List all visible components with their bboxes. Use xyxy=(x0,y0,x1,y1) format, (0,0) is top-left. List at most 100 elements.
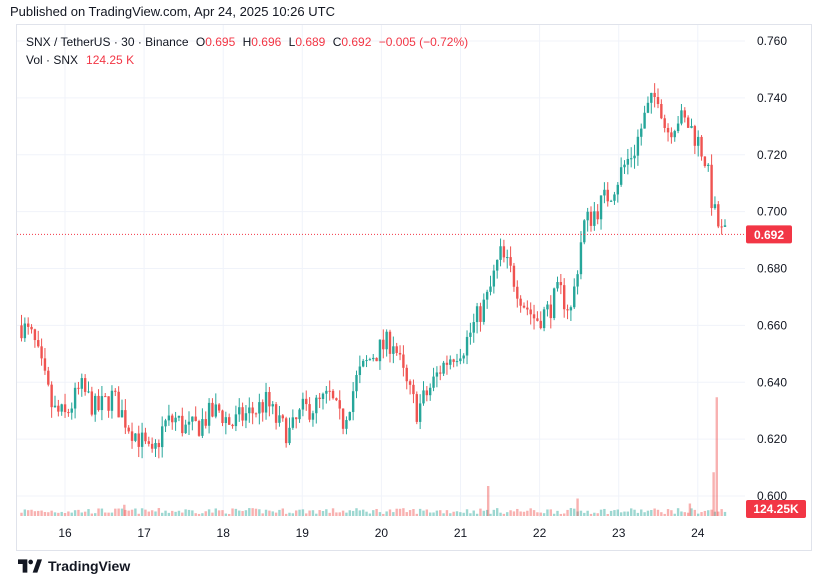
candle-body xyxy=(110,390,114,411)
volume-bar xyxy=(378,512,382,516)
candle-body xyxy=(646,102,650,113)
candle-body xyxy=(358,366,362,376)
candle-body xyxy=(576,274,579,287)
tradingview-brand[interactable]: TradingView xyxy=(48,558,131,574)
volume-bar xyxy=(140,508,144,516)
candle-body xyxy=(673,131,676,138)
volume-bar xyxy=(164,510,167,516)
volume-bar xyxy=(181,512,184,516)
volume-bar xyxy=(60,511,63,516)
high-label: H xyxy=(242,35,252,49)
volume-bar xyxy=(40,510,43,516)
volume-bar xyxy=(593,512,596,516)
candle-body xyxy=(596,211,599,220)
change-value: −0.005 (−0.72%) xyxy=(378,35,469,49)
candle-body xyxy=(375,357,378,362)
candle-body xyxy=(100,396,104,411)
volume-bar xyxy=(482,510,485,516)
volume-bar xyxy=(720,509,723,516)
volume-label[interactable]: Vol · SNX xyxy=(26,53,79,67)
candle-body xyxy=(506,257,509,259)
candle-body xyxy=(459,358,462,362)
volume-bar xyxy=(656,509,660,516)
volume-bar xyxy=(268,510,271,516)
volume-bar xyxy=(459,512,462,516)
price-markers: 0.692 124.25K xyxy=(17,225,806,518)
volume-bar xyxy=(47,512,50,516)
volume-bar xyxy=(53,512,57,516)
candle-body xyxy=(164,420,167,427)
candle-body xyxy=(395,346,398,353)
volume-bar xyxy=(80,512,83,516)
candle-body xyxy=(140,432,144,447)
footer: TradingView xyxy=(18,558,130,574)
candle-body xyxy=(63,404,67,413)
candle-body xyxy=(144,432,147,442)
volume-bar xyxy=(191,510,194,516)
candle-body xyxy=(244,413,248,421)
candle-body xyxy=(683,110,686,118)
volume-bar xyxy=(445,510,449,516)
candle-body xyxy=(187,421,191,425)
volume-spike xyxy=(712,472,715,516)
volume-bar xyxy=(345,512,348,516)
candle-body xyxy=(402,354,405,368)
candle-body xyxy=(415,394,418,422)
volume-bar xyxy=(137,513,140,516)
symbol-label[interactable]: SNX / TetherUS · 30 · Binance xyxy=(26,35,189,49)
volume-bar xyxy=(251,508,254,516)
x-tick-label: 22 xyxy=(533,526,547,540)
candle-body xyxy=(449,359,452,365)
candle-body xyxy=(435,372,439,377)
candle-body xyxy=(656,97,660,104)
volume-bar xyxy=(107,512,110,516)
volume-bar xyxy=(335,512,338,516)
volume-bar xyxy=(579,510,583,516)
tradingview-logo-icon[interactable] xyxy=(18,559,42,573)
candle-body xyxy=(569,307,573,311)
candle-body xyxy=(211,402,214,417)
volume-bar xyxy=(358,510,362,516)
volume-bar xyxy=(435,510,439,516)
volume-bar xyxy=(100,508,104,516)
volume-bar xyxy=(281,508,284,516)
volume-bar xyxy=(529,508,532,516)
candle-body xyxy=(532,314,536,319)
candle-body xyxy=(382,339,385,350)
candle-body xyxy=(619,167,623,185)
candle-body xyxy=(207,402,211,426)
volume-bar xyxy=(549,509,552,516)
volume-bar xyxy=(117,508,120,516)
candle-body xyxy=(593,211,596,226)
candle-body xyxy=(439,372,442,374)
volume-bar xyxy=(114,508,117,516)
volume-bar xyxy=(546,509,549,516)
volume-bar xyxy=(512,511,516,516)
candle-body xyxy=(589,211,593,226)
x-tick-label: 20 xyxy=(375,526,389,540)
volume-bar xyxy=(147,511,150,516)
volume-bar xyxy=(542,513,546,516)
last-volume-label: 124.25K xyxy=(753,502,799,516)
volume-bar xyxy=(311,510,315,516)
volume-bar xyxy=(382,513,385,516)
volume-bar xyxy=(57,512,60,516)
volume-bar xyxy=(258,509,261,516)
candle-body xyxy=(167,415,171,421)
volume-bar xyxy=(713,511,717,516)
candle-body xyxy=(348,412,351,421)
candle-body xyxy=(428,387,432,396)
candle-body xyxy=(23,323,27,339)
volume-bar xyxy=(224,513,228,516)
candle-body xyxy=(107,396,110,411)
volume-bar xyxy=(248,508,251,516)
candle-body xyxy=(418,403,422,422)
volume-bar xyxy=(318,510,321,516)
candle-body xyxy=(171,415,174,423)
low-value: 0.689 xyxy=(295,35,326,49)
volume-bar xyxy=(43,511,47,516)
volume-bar xyxy=(33,511,37,516)
volume-bar xyxy=(566,509,569,516)
candle-body xyxy=(331,390,335,399)
